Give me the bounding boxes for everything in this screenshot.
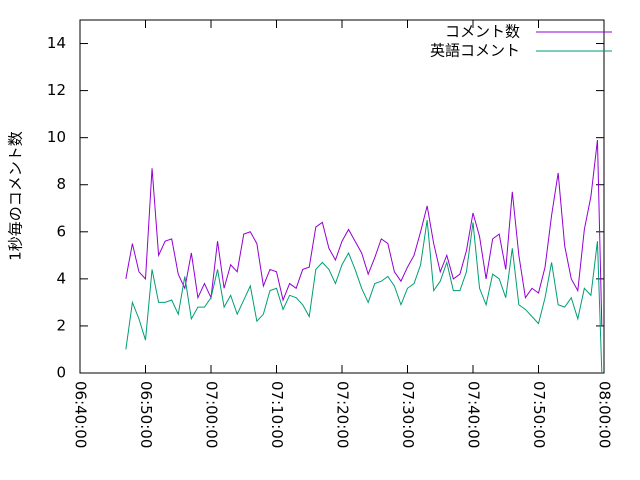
y-tick-label: 2 (56, 316, 66, 334)
x-tick-label: 07:40:00 (465, 381, 483, 448)
y-axis-label: 1秒毎のコメント数 (7, 131, 25, 261)
y-tick-label: 4 (56, 269, 66, 287)
y-tick-label: 0 (56, 364, 66, 382)
x-tick-label: 06:40:00 (72, 381, 90, 448)
x-tick-label: 07:10:00 (268, 381, 286, 448)
x-tick-label: 07:20:00 (334, 381, 352, 448)
y-tick-label: 10 (47, 128, 66, 146)
x-tick-label: 06:50:00 (137, 381, 155, 448)
plot-frame (79, 19, 605, 374)
series-line (125, 139, 603, 326)
series-line (125, 219, 603, 374)
y-tick-label: 12 (47, 81, 66, 99)
y-tick-label: 14 (47, 34, 66, 52)
y-tick-label: 8 (56, 175, 66, 193)
x-tick-label: 08:00:00 (596, 381, 614, 448)
x-tick-label: 07:00:00 (203, 381, 221, 448)
y-tick-label: 6 (56, 222, 66, 240)
x-tick-label: 07:50:00 (530, 381, 548, 448)
legend-label: 英語コメント (430, 42, 520, 60)
legend-label: コメント数 (445, 23, 520, 41)
x-tick-label: 07:30:00 (399, 381, 417, 448)
